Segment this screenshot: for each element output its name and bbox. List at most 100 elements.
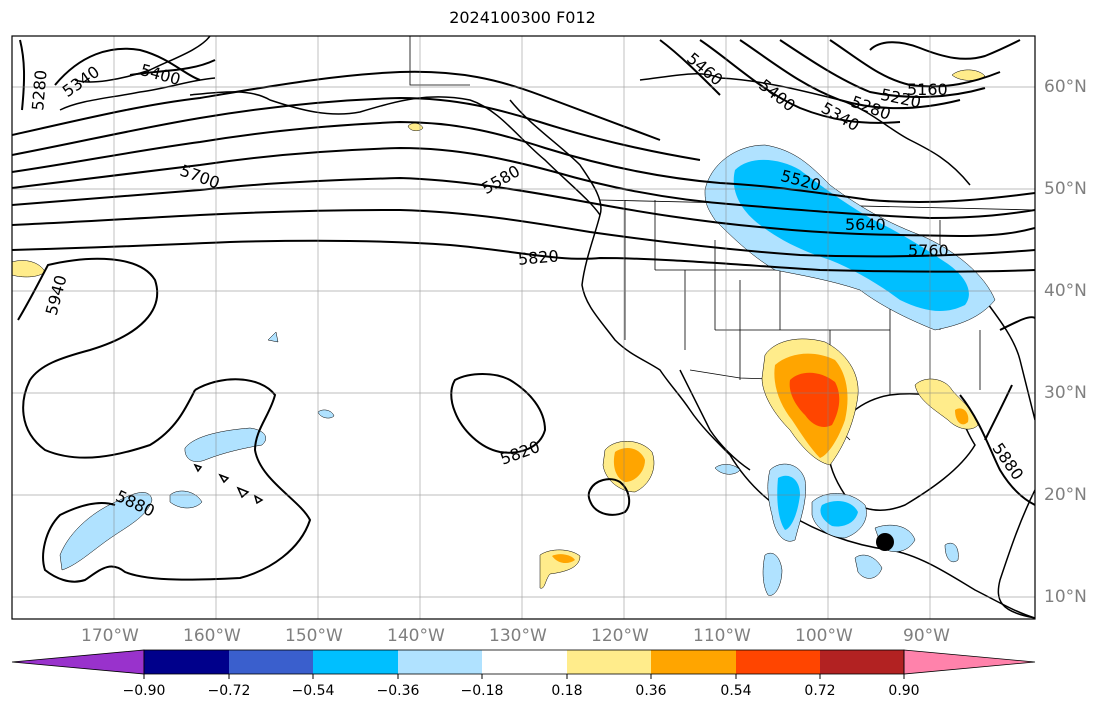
colorbar-ticks [143, 674, 905, 679]
shading-gulf-orange [955, 408, 969, 425]
contour-5820-north [12, 239, 1035, 273]
contour-5940-west [17, 257, 196, 459]
colorbar-tick-label: 0.36 [635, 683, 667, 699]
lon-label: 120°W [591, 626, 649, 646]
mexico-coastline [679, 369, 1035, 619]
lon-label: 90°W [903, 626, 950, 646]
map-title: 2024100300 F012 [449, 8, 596, 27]
colorbar-box [482, 650, 567, 674]
shading-hudson-warm [951, 69, 986, 81]
colorbar-tick-label: −0.72 [207, 683, 251, 699]
shading-south-orange [552, 554, 575, 564]
colorbar-tick-label: 0.54 [720, 683, 752, 699]
shading-gulf-warm [914, 378, 979, 430]
lon-label: 130°W [489, 626, 547, 646]
contour-a [12, 70, 661, 141]
shading-small-4 [714, 464, 741, 475]
colorbar-box [736, 650, 821, 674]
map-plot-area: 5280 5340 5400 5460 5400 5340 5280 5220 … [12, 36, 1035, 619]
contour-5880-hawaii [42, 378, 312, 583]
colorbar-tick-label: 0.18 [551, 683, 583, 699]
contour-east-coast [984, 316, 1035, 441]
contour-d [12, 146, 1035, 220]
shading-west-pacific [59, 492, 153, 571]
shading-hawaii [184, 427, 266, 462]
contour-5340-east [739, 39, 961, 110]
colorbar-outline [143, 649, 905, 675]
contour-label: 5820 [517, 246, 559, 268]
contour-label: 5820 [498, 437, 543, 469]
colorbar-tick-label: −0.18 [460, 683, 504, 699]
contour-label: 5880 [988, 439, 1027, 483]
lon-label: 100°W [795, 626, 853, 646]
colorbar-extend-low [11, 649, 145, 675]
colorbar-box [567, 650, 652, 674]
map-frame [11, 35, 1036, 620]
contour-label: 5700 [178, 161, 223, 193]
contour-5880-east [959, 394, 1035, 506]
gridlines [12, 36, 1035, 619]
shading-mexico-west-mid [777, 475, 800, 530]
shading-mexico-south-mid [820, 500, 858, 527]
contour-f [12, 208, 1035, 258]
lon-label: 140°W [387, 626, 445, 646]
colorbar-tick-label: −0.54 [291, 683, 335, 699]
colorbar-box [229, 650, 314, 674]
shading-pacific-orange [613, 448, 645, 482]
contour-5400-west [129, 59, 216, 76]
shading-north-plains-mid [733, 159, 969, 312]
alaska-coastline [59, 36, 601, 216]
east-coastline [984, 299, 1035, 619]
contour-label: 5280 [28, 69, 50, 111]
lat-label: 40°N [1044, 281, 1087, 301]
lon-label: 170°W [81, 626, 139, 646]
colorbar-box [651, 650, 736, 674]
contour-label: 5640 [845, 215, 886, 234]
contour-label: 5160 [907, 80, 948, 99]
contour-b [12, 96, 701, 161]
contour-label: 5580 [478, 161, 523, 198]
colorbar-box [313, 650, 398, 674]
shading-ep-small1 [854, 554, 883, 579]
contour-5460 [659, 39, 721, 96]
colorbar-tick-label: −0.36 [376, 683, 420, 699]
contour-5280-west [19, 39, 26, 111]
colorbar [11, 649, 1036, 679]
lat-label: 50°N [1044, 179, 1087, 199]
shading-fills [12, 69, 996, 596]
colorbar-box [820, 650, 905, 674]
height-contours [12, 39, 1035, 583]
shading-nw-warm [12, 260, 46, 278]
lon-label: 160°W [183, 626, 241, 646]
contour-label: 5940 [42, 273, 71, 317]
lat-label: 20°N [1044, 485, 1087, 505]
contour-label: 5400 [138, 60, 182, 89]
colorbar-tick-label: 0.72 [804, 683, 836, 699]
contour-5880-circle [587, 478, 631, 516]
shading-small-1 [169, 490, 203, 509]
shading-small-2 [317, 409, 335, 419]
shading-texas-red [789, 372, 840, 427]
shading-small-3 [267, 331, 279, 343]
contour-label: 5760 [908, 241, 949, 260]
shading-ep-small2 [762, 552, 783, 596]
contour-5160 [869, 39, 1021, 60]
lat-label: 60°N [1044, 77, 1087, 97]
colorbar-tick-label: −0.90 [122, 683, 166, 699]
alaska-canada-border [409, 36, 470, 86]
contour-label: 5340 [59, 62, 103, 101]
lon-label: 150°W [285, 626, 343, 646]
shading-caribbean [944, 542, 959, 563]
colorbar-tick-label: 0.90 [888, 683, 920, 699]
colorbar-extend-high [903, 649, 1036, 675]
lat-label: 30°N [1044, 383, 1087, 403]
tropical-storm-marker [876, 533, 894, 551]
contour-5400-east [699, 39, 901, 124]
hawaii-islands [193, 463, 264, 505]
lat-label: 10°N [1044, 587, 1087, 607]
contour-5220 [829, 39, 1001, 88]
contour-label: 5400 [755, 75, 799, 115]
contour-c [12, 120, 1035, 204]
contour-5340-west [54, 47, 201, 86]
